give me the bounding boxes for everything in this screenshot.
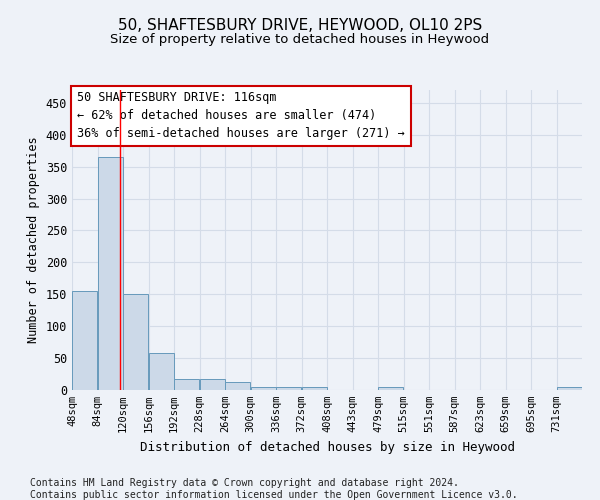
Bar <box>379 388 403 390</box>
Bar <box>175 378 199 390</box>
Bar <box>200 378 224 390</box>
Bar <box>149 353 173 390</box>
Text: Size of property relative to detached houses in Heywood: Size of property relative to detached ho… <box>110 32 490 46</box>
Bar <box>98 157 122 390</box>
Text: Contains HM Land Registry data © Crown copyright and database right 2024.: Contains HM Land Registry data © Crown c… <box>30 478 459 488</box>
Bar <box>124 294 148 390</box>
Bar <box>251 387 275 390</box>
Y-axis label: Number of detached properties: Number of detached properties <box>27 136 40 344</box>
Text: 50 SHAFTESBURY DRIVE: 116sqm
← 62% of detached houses are smaller (474)
36% of s: 50 SHAFTESBURY DRIVE: 116sqm ← 62% of de… <box>77 92 405 140</box>
Text: 50, SHAFTESBURY DRIVE, HEYWOOD, OL10 2PS: 50, SHAFTESBURY DRIVE, HEYWOOD, OL10 2PS <box>118 18 482 32</box>
X-axis label: Distribution of detached houses by size in Heywood: Distribution of detached houses by size … <box>139 440 515 454</box>
Bar <box>277 388 301 390</box>
Text: Contains public sector information licensed under the Open Government Licence v3: Contains public sector information licen… <box>30 490 518 500</box>
Bar <box>226 382 250 390</box>
Bar <box>557 388 581 390</box>
Bar <box>73 291 97 390</box>
Bar <box>302 388 326 390</box>
